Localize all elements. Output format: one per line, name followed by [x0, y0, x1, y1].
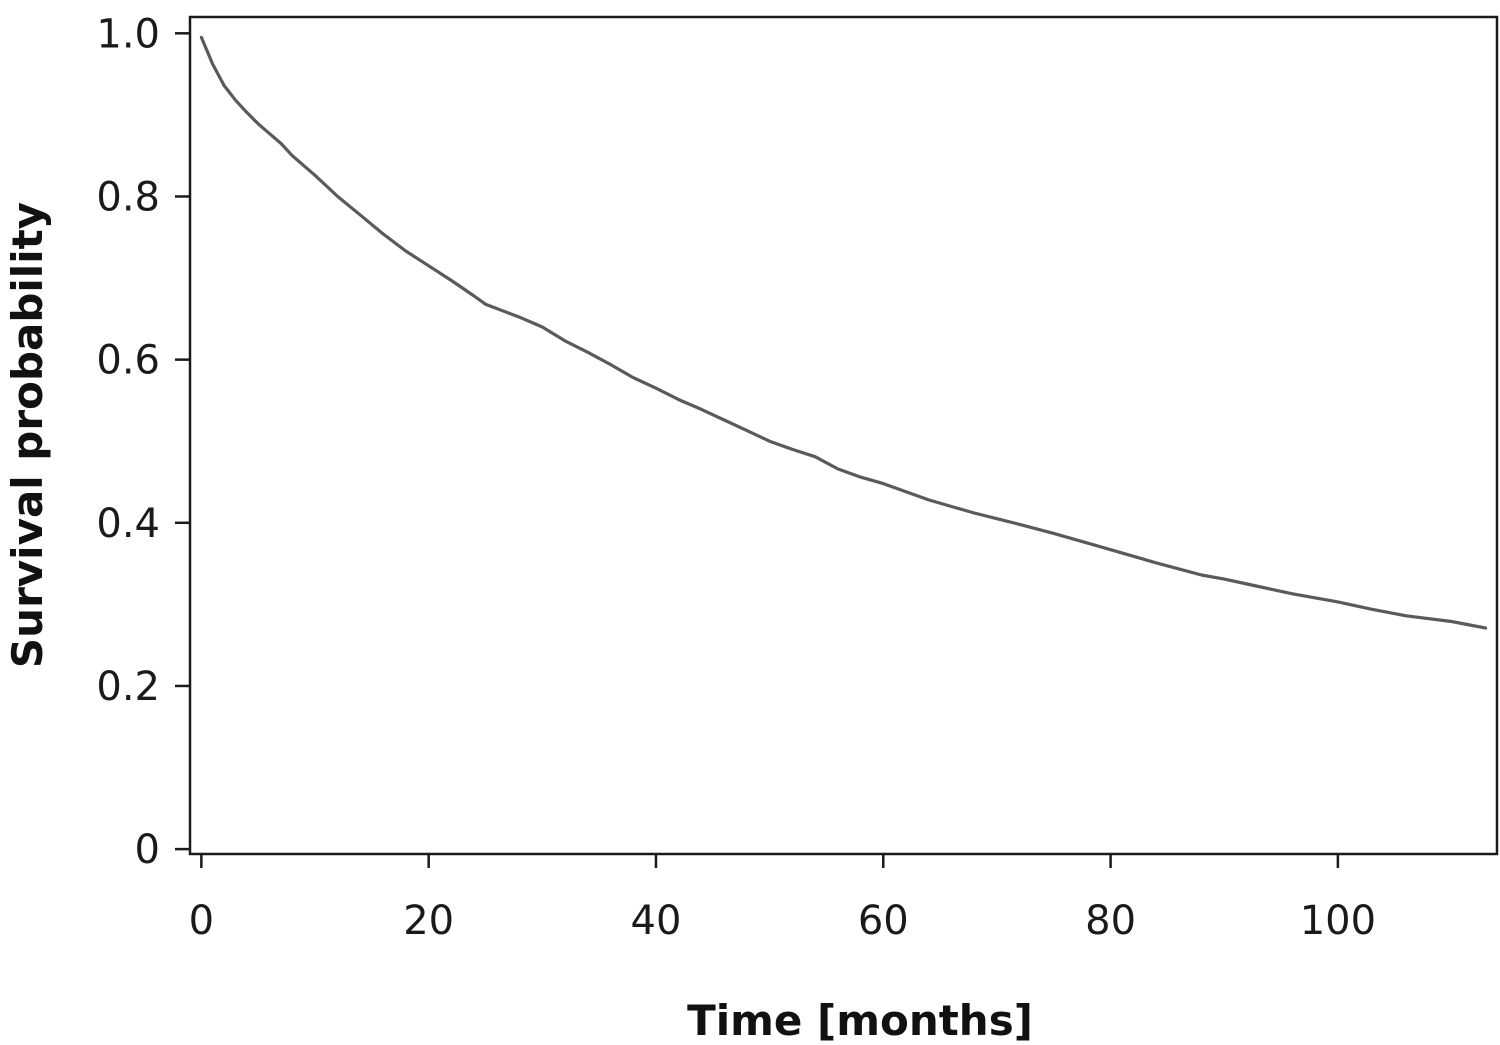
x-tick-label: 0 [189, 898, 214, 944]
plot-frame [188, 15, 1499, 856]
y-axis-title: Survival probability [3, 202, 52, 668]
y-tick-label: 0 [135, 827, 160, 873]
x-tick-label: 40 [631, 898, 682, 944]
x-axis-title: Time [months] [687, 996, 1033, 1045]
y-tick-label: 0.2 [96, 664, 160, 710]
y-tick-label: 0.4 [96, 501, 160, 547]
survival-curve [199, 35, 1488, 630]
x-tick-label: 60 [858, 898, 909, 944]
x-tick-label: 20 [403, 898, 454, 944]
y-tick-label: 0.8 [96, 174, 160, 220]
y-axis: 0 0.2 0.4 0.6 0.8 1.0 [96, 11, 190, 873]
y-tick-label: 0.6 [96, 338, 160, 384]
x-tick-label: 100 [1300, 898, 1376, 944]
y-tick-label: 1.0 [96, 11, 160, 57]
x-tick-label: 80 [1085, 898, 1136, 944]
x-axis: 0 20 40 60 80 100 [189, 854, 1376, 944]
